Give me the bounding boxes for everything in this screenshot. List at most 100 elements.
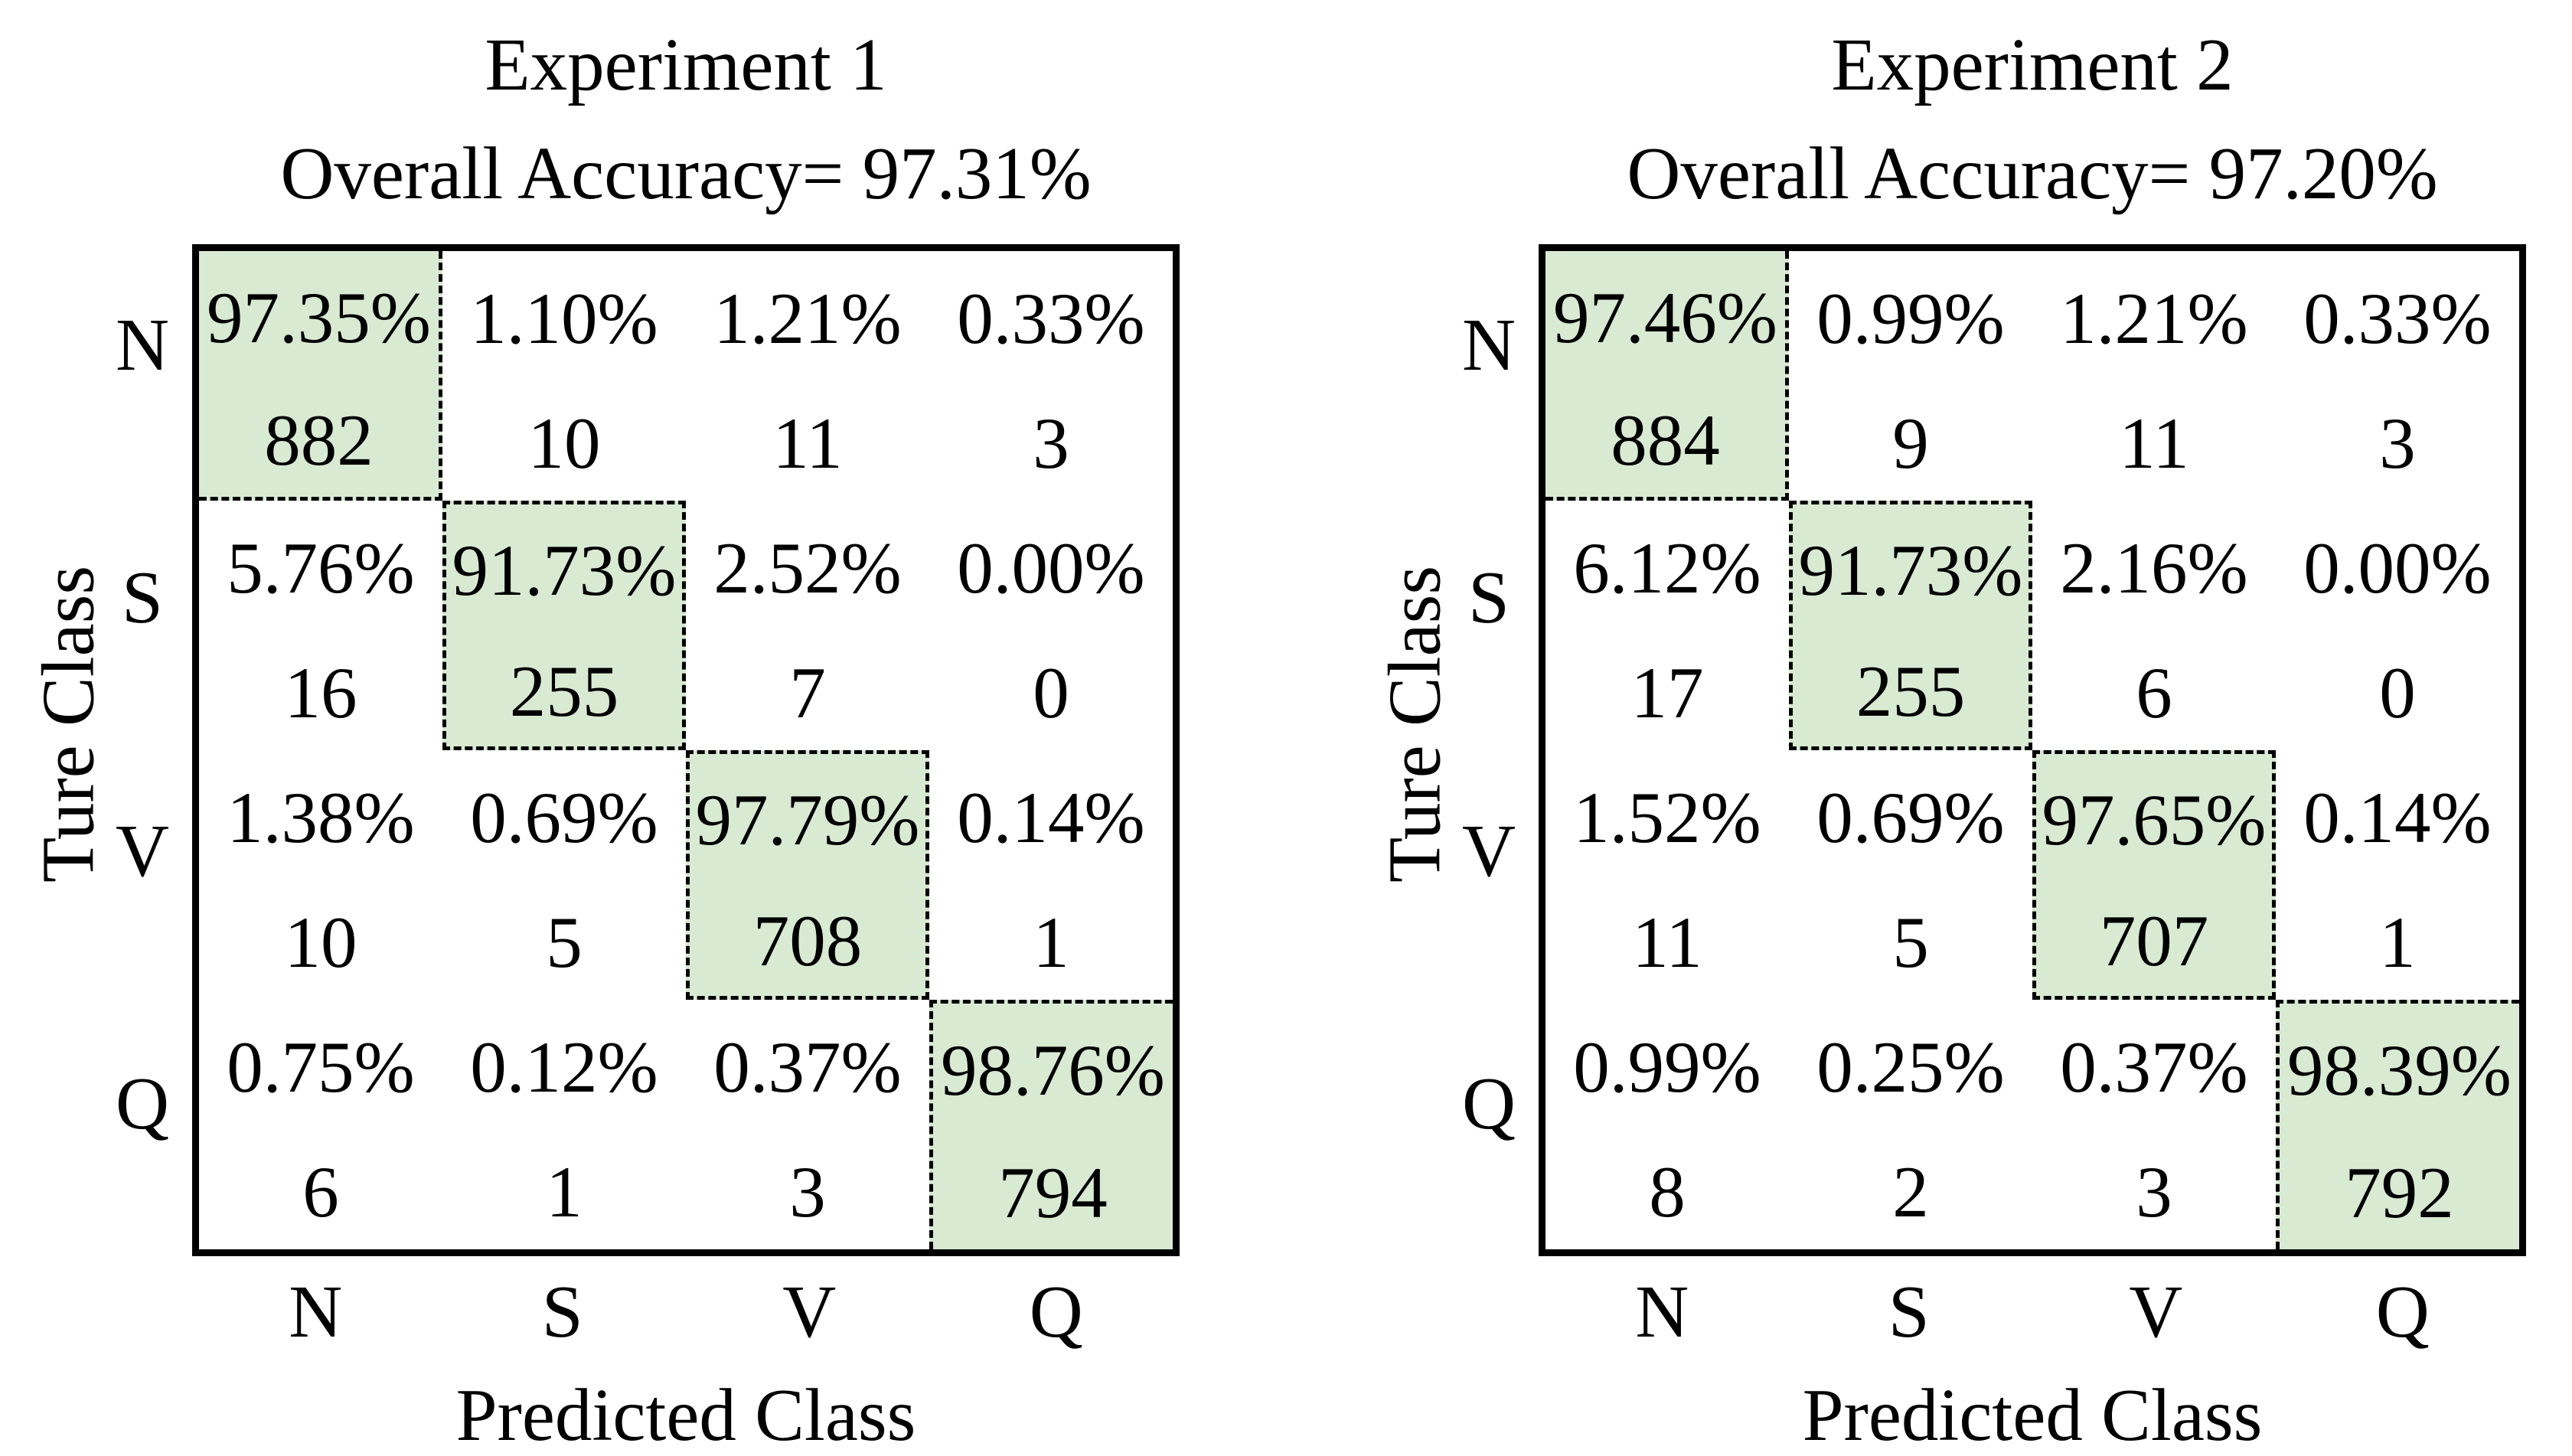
- matrix-cell: 2.16% 6: [2032, 501, 2276, 750]
- cell-percent: 91.73%: [452, 529, 677, 611]
- x-tick-label: V: [782, 1271, 837, 1353]
- cell-percent: 97.46%: [1553, 276, 1777, 358]
- x-tick-label: N: [1635, 1271, 1689, 1353]
- matrix-cell: 0.14% 1: [929, 750, 1173, 1000]
- cell-percent: 2.52%: [713, 527, 902, 609]
- x-axis-tick-labels: N S V Q: [192, 1275, 1180, 1349]
- cell-count: 3: [2136, 1151, 2172, 1232]
- cell-percent: 0.37%: [2060, 1027, 2248, 1108]
- panel-title: Experiment 1: [485, 24, 887, 106]
- panel-titles: Experiment 2 Overall Accuracy= 97.20%: [1539, 26, 2526, 244]
- cell-count: 255: [509, 650, 619, 732]
- panel-title: Experiment 2: [1831, 24, 2234, 106]
- cell-count: 6: [2136, 652, 2172, 733]
- matrix-cell-diagonal: 98.76% 794: [929, 1000, 1173, 1249]
- cell-count: 0: [2379, 652, 2416, 733]
- matrix-cell: 0.37% 3: [2032, 1000, 2276, 1249]
- matrix-cell: 1.52% 11: [1545, 750, 1789, 1000]
- cell-percent: 1.21%: [713, 278, 902, 359]
- cell-percent: 98.39%: [2287, 1029, 2512, 1111]
- cell-percent: 0.12%: [470, 1027, 658, 1108]
- cell-percent: 0.33%: [957, 278, 1145, 359]
- cell-percent: 97.35%: [207, 276, 431, 358]
- confusion-matrix-grid: 97.35% 882 1.10% 10 1.21% 11 0.33% 3 5.: [192, 244, 1180, 1256]
- matrix-cell: 1.10% 10: [442, 251, 686, 501]
- cell-percent: 6.12%: [1573, 527, 1761, 609]
- cell-count: 6: [302, 1151, 339, 1232]
- cell-percent: 0.33%: [2303, 278, 2492, 359]
- x-tick-label: Q: [2375, 1271, 2430, 1353]
- cell-count: 792: [2345, 1152, 2454, 1234]
- cell-percent: 1.21%: [2060, 278, 2248, 359]
- matrix-cell-diagonal: 97.46% 884: [1545, 251, 1789, 501]
- cell-count: 708: [752, 899, 863, 981]
- cell-percent: 0.99%: [1573, 1027, 1761, 1108]
- matrix-cell: 0.75% 6: [199, 1000, 442, 1249]
- matrix-cell: 0.33% 3: [2276, 251, 2519, 501]
- matrix-cell: 0.99% 8: [1545, 1000, 1789, 1249]
- cell-count: 5: [546, 902, 583, 983]
- cell-count: 16: [284, 652, 357, 733]
- matrix-cell-diagonal: 97.79% 708: [686, 750, 929, 1000]
- cell-count: 1: [2379, 902, 2416, 983]
- cell-count: 1: [1033, 902, 1069, 983]
- plot-area-experiment-2: Experiment 2 Overall Accuracy= 97.20% 97…: [1374, 0, 2526, 1456]
- cell-count: 1: [546, 1151, 583, 1232]
- cell-percent: 0.25%: [1816, 1027, 2005, 1108]
- cell-percent: 5.76%: [227, 527, 415, 609]
- matrix-cell-diagonal: 91.73% 255: [1789, 501, 2032, 750]
- x-tick-label: Q: [1029, 1271, 1083, 1353]
- cell-count: 3: [789, 1151, 826, 1232]
- cell-percent: 1.10%: [470, 278, 658, 359]
- y-axis-tick-labels: N S V Q: [1447, 218, 1531, 1230]
- cell-count: 10: [527, 403, 601, 484]
- cell-count: 255: [1856, 650, 1966, 732]
- matrix-cell-diagonal: 97.65% 707: [2032, 750, 2276, 1000]
- y-axis-title: Ture Class: [1373, 565, 1456, 883]
- panel-subtitle: Overall Accuracy= 97.20%: [1627, 132, 2438, 214]
- cell-percent: 91.73%: [1798, 529, 2023, 611]
- matrix-cell-diagonal: 91.73% 255: [442, 501, 686, 750]
- x-axis-title: Predicted Class: [455, 1374, 916, 1456]
- y-axis-title: Ture Class: [27, 565, 109, 883]
- cell-percent: 0.69%: [470, 777, 658, 858]
- matrix-cell: 0.37% 3: [686, 1000, 929, 1249]
- y-axis-tick-labels: N S V Q: [100, 218, 184, 1230]
- panel-titles: Experiment 1 Overall Accuracy= 97.31%: [192, 26, 1180, 244]
- matrix-cell: 0.69% 5: [1789, 750, 2032, 1000]
- matrix-cell: 5.76% 16: [199, 501, 442, 750]
- cell-percent: 0.14%: [2303, 777, 2492, 858]
- cell-percent: 0.37%: [713, 1027, 902, 1108]
- cell-count: 707: [2099, 899, 2209, 981]
- cell-count: 8: [1649, 1151, 1686, 1232]
- cell-count: 17: [1630, 652, 1704, 733]
- matrix-cell: 1.38% 10: [199, 750, 442, 1000]
- matrix-cell: 0.99% 9: [1789, 251, 2032, 501]
- cell-count: 3: [1033, 403, 1069, 484]
- matrix-cell: 0.14% 1: [2276, 750, 2519, 1000]
- cell-percent: 2.16%: [2060, 527, 2248, 609]
- cell-percent: 0.14%: [957, 777, 1145, 858]
- x-tick-label: V: [2129, 1271, 2183, 1353]
- cell-percent: 0.99%: [1816, 278, 2005, 359]
- cell-count: 2: [1892, 1151, 1929, 1232]
- matrix-cell: 2.52% 7: [686, 501, 929, 750]
- y-tick-label: Q: [1461, 1063, 1516, 1145]
- cell-percent: 1.52%: [1573, 777, 1761, 858]
- cell-percent: 98.76%: [941, 1029, 1165, 1111]
- matrix-cell: 1.21% 11: [686, 251, 929, 501]
- matrix-cell: 0.12% 1: [442, 1000, 686, 1249]
- y-tick-label: V: [1461, 809, 1516, 892]
- cell-percent: 1.38%: [227, 777, 415, 858]
- matrix-cell-diagonal: 97.35% 882: [199, 251, 442, 501]
- y-tick-label: Q: [115, 1063, 170, 1145]
- cell-count: 882: [264, 400, 374, 482]
- matrix-cell: 0.33% 3: [929, 251, 1173, 501]
- y-tick-label: S: [1468, 557, 1510, 639]
- cell-percent: 97.79%: [695, 779, 920, 860]
- x-axis-title: Predicted Class: [1802, 1374, 2263, 1456]
- matrix-cell: 0.00% 0: [2276, 501, 2519, 750]
- cell-count: 0: [1033, 652, 1069, 733]
- cell-percent: 0.69%: [1816, 777, 2005, 858]
